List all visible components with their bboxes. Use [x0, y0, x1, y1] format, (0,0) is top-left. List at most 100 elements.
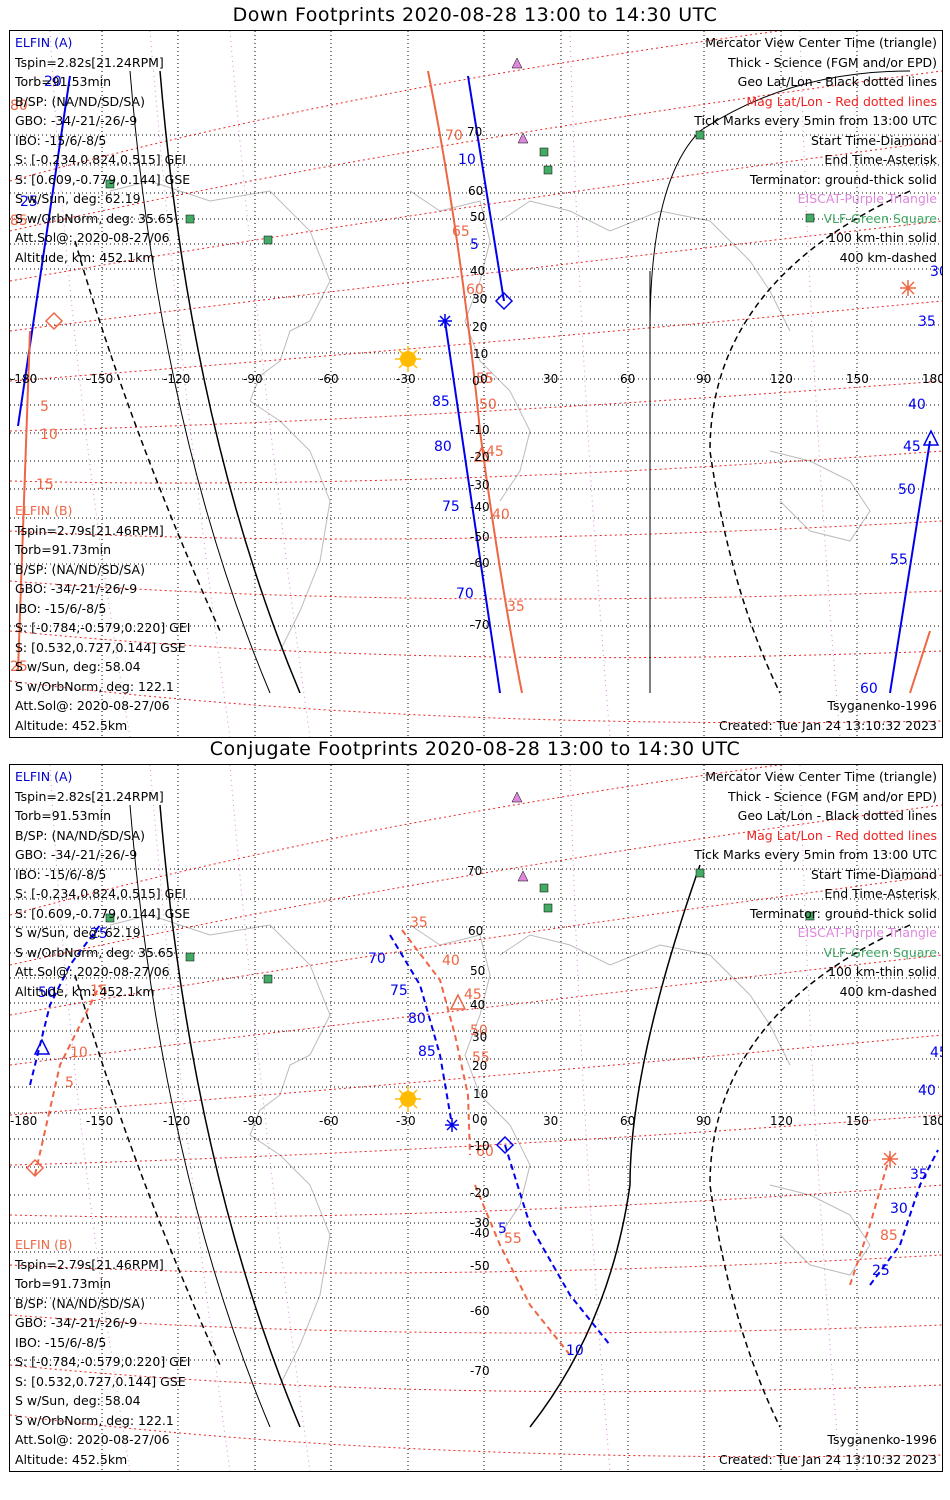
legend: Mercator View Center Time (triangle) Thi… [694, 767, 937, 1001]
svg-text:0: 0 [472, 374, 480, 388]
geo-grid [10, 31, 942, 737]
elfin-a-info: ELFIN (A) Tspin=2.82s[21.24RPM] Torb=91.… [15, 767, 190, 1001]
svg-text:120: 120 [770, 372, 793, 386]
svg-text:50: 50 [470, 964, 485, 978]
svg-text:-30: -30 [396, 1114, 416, 1128]
svg-text:10: 10 [458, 152, 476, 168]
svg-text:150: 150 [846, 1114, 869, 1128]
svg-text:30: 30 [930, 264, 942, 280]
svg-text:35: 35 [507, 599, 525, 615]
info-line: Att.Sol@: 2020-08-27/06 [15, 964, 170, 979]
svg-text:40: 40 [470, 264, 485, 278]
info-line: Tspin=2.79s[21.46RPM] [15, 1256, 164, 1272]
info-line: GBO: -34/-21/-26/-9 [15, 1315, 138, 1330]
svg-text:80: 80 [434, 439, 452, 455]
svg-text:35: 35 [910, 1167, 928, 1183]
svg-text:-90: -90 [243, 372, 263, 386]
svg-text:50: 50 [470, 210, 485, 224]
svg-text:180: 180 [922, 1114, 942, 1128]
svg-text:50: 50 [898, 482, 916, 498]
info-line: S: [0.609,-0.779,0.144] GSE [15, 905, 191, 921]
legend-item: Thick - Science (FGM and/or EPD) [728, 54, 937, 70]
info-line: S: [-0.234,0.824,0.515] GEI [15, 152, 186, 167]
info-line: S w/Sun, deg: 58.04 [15, 659, 141, 674]
legend-item: Thick - Science (FGM and/or EPD) [728, 788, 937, 804]
info-line: IBO: -15/6/-8/5 [15, 600, 107, 616]
info-line: S: [0.609,-0.779,0.144] GSE [15, 171, 191, 187]
info-line: B/SP: (NA/ND/SD/SA) [15, 827, 145, 843]
svg-text:60: 60 [860, 681, 878, 697]
svg-text:35: 35 [410, 915, 428, 931]
terminator [74, 804, 911, 1428]
conjugate-footprints-title: Conjugate Footprints 2020-08-28 13:00 to… [209, 738, 741, 760]
info-line: B/SP: (NA/ND/SD/SA) [15, 93, 145, 109]
info-line: Torb=91.73min [15, 542, 112, 557]
svg-text:35: 35 [918, 314, 936, 330]
svg-text:25: 25 [20, 194, 38, 210]
svg-text:60: 60 [466, 282, 484, 298]
legend-item: Terminator: ground-thick solid [749, 171, 937, 187]
elfin-b-info: ELFIN (B) Tspin=2.79s[21.46RPM] Torb=91.… [15, 1235, 190, 1469]
legend-item: Geo Lat/Lon - Black dotted lines [737, 808, 937, 823]
elfin-a-markers [33, 1038, 515, 1155]
svg-text:55: 55 [504, 1231, 522, 1247]
legend-item: Geo Lat/Lon - Black dotted lines [737, 74, 937, 89]
svg-text:-180: -180 [10, 1114, 37, 1128]
svg-text:40: 40 [908, 397, 926, 413]
legend-item: Mercator View Center Time (triangle) [705, 769, 937, 784]
legend-item: Start Time-Diamond [810, 866, 937, 882]
svg-text:-60: -60 [319, 372, 339, 386]
svg-text:70: 70 [445, 128, 463, 144]
legend-item: VLF-Green Square [823, 944, 937, 960]
legend-item: VLF-Green Square [823, 210, 937, 226]
svg-text:90: 90 [696, 372, 711, 386]
info-line: S: [-0.234,0.824,0.515] GEI [15, 886, 186, 901]
svg-text:80: 80 [408, 1011, 426, 1027]
svg-text:60: 60 [476, 1144, 494, 1160]
svg-text:60: 60 [620, 372, 635, 386]
elfin-b-markers [25, 993, 898, 1178]
legend-item: End Time-Asterisk [824, 152, 937, 167]
svg-text:-60: -60 [470, 1304, 490, 1318]
legend-item: Mercator View Center Time (triangle) [705, 35, 937, 50]
svg-text:-70: -70 [470, 1364, 490, 1378]
svg-text:5: 5 [65, 1075, 74, 1091]
mag-grid [10, 31, 942, 724]
svg-text:-60: -60 [319, 1114, 339, 1128]
svg-text:-30: -30 [470, 1216, 490, 1230]
svg-text:40: 40 [470, 998, 485, 1012]
elfin-a-markers [438, 291, 940, 446]
elfin-b-header: ELFIN (B) [15, 1237, 73, 1252]
info-line: GBO: -34/-21/-26/-9 [15, 581, 138, 596]
info-line: Torb=91.73min [15, 1276, 112, 1291]
legend-item: Mag Lat/Lon - Red dotted lines [746, 93, 937, 109]
info-line: IBO: -15/6/-8/5 [15, 1334, 107, 1350]
legend: Mercator View Center Time (triangle) Thi… [694, 33, 937, 267]
svg-text:20: 20 [44, 74, 62, 90]
elfin-b-track [17, 70, 931, 694]
info-line: GBO: -34/-21/-26/-9 [15, 113, 138, 128]
model-credit: Tsyganenko-1996 [827, 698, 937, 713]
down-footprints-title: Down Footprints 2020-08-28 13:00 to 14:3… [232, 4, 718, 26]
svg-text:-10: -10 [470, 1139, 490, 1153]
svg-text:60: 60 [468, 184, 483, 198]
svg-text:50: 50 [38, 985, 56, 1001]
svg-text:0: 0 [472, 1112, 480, 1126]
eiscat-triangle-icon [511, 57, 529, 144]
svg-text:70: 70 [467, 864, 482, 878]
svg-text:40: 40 [492, 507, 510, 523]
info-line: Altitude: 452.5km [15, 717, 128, 733]
svg-text:-40: -40 [470, 500, 490, 514]
lon-tick-labels: -180 -150 -120 -90 -60 -30 0 30 60 90 120 150 18… [10, 1114, 942, 1128]
svg-text:85: 85 [10, 213, 28, 229]
svg-text:15: 15 [36, 477, 54, 493]
svg-text:-120: -120 [163, 372, 190, 386]
svg-text:70: 70 [467, 125, 482, 139]
